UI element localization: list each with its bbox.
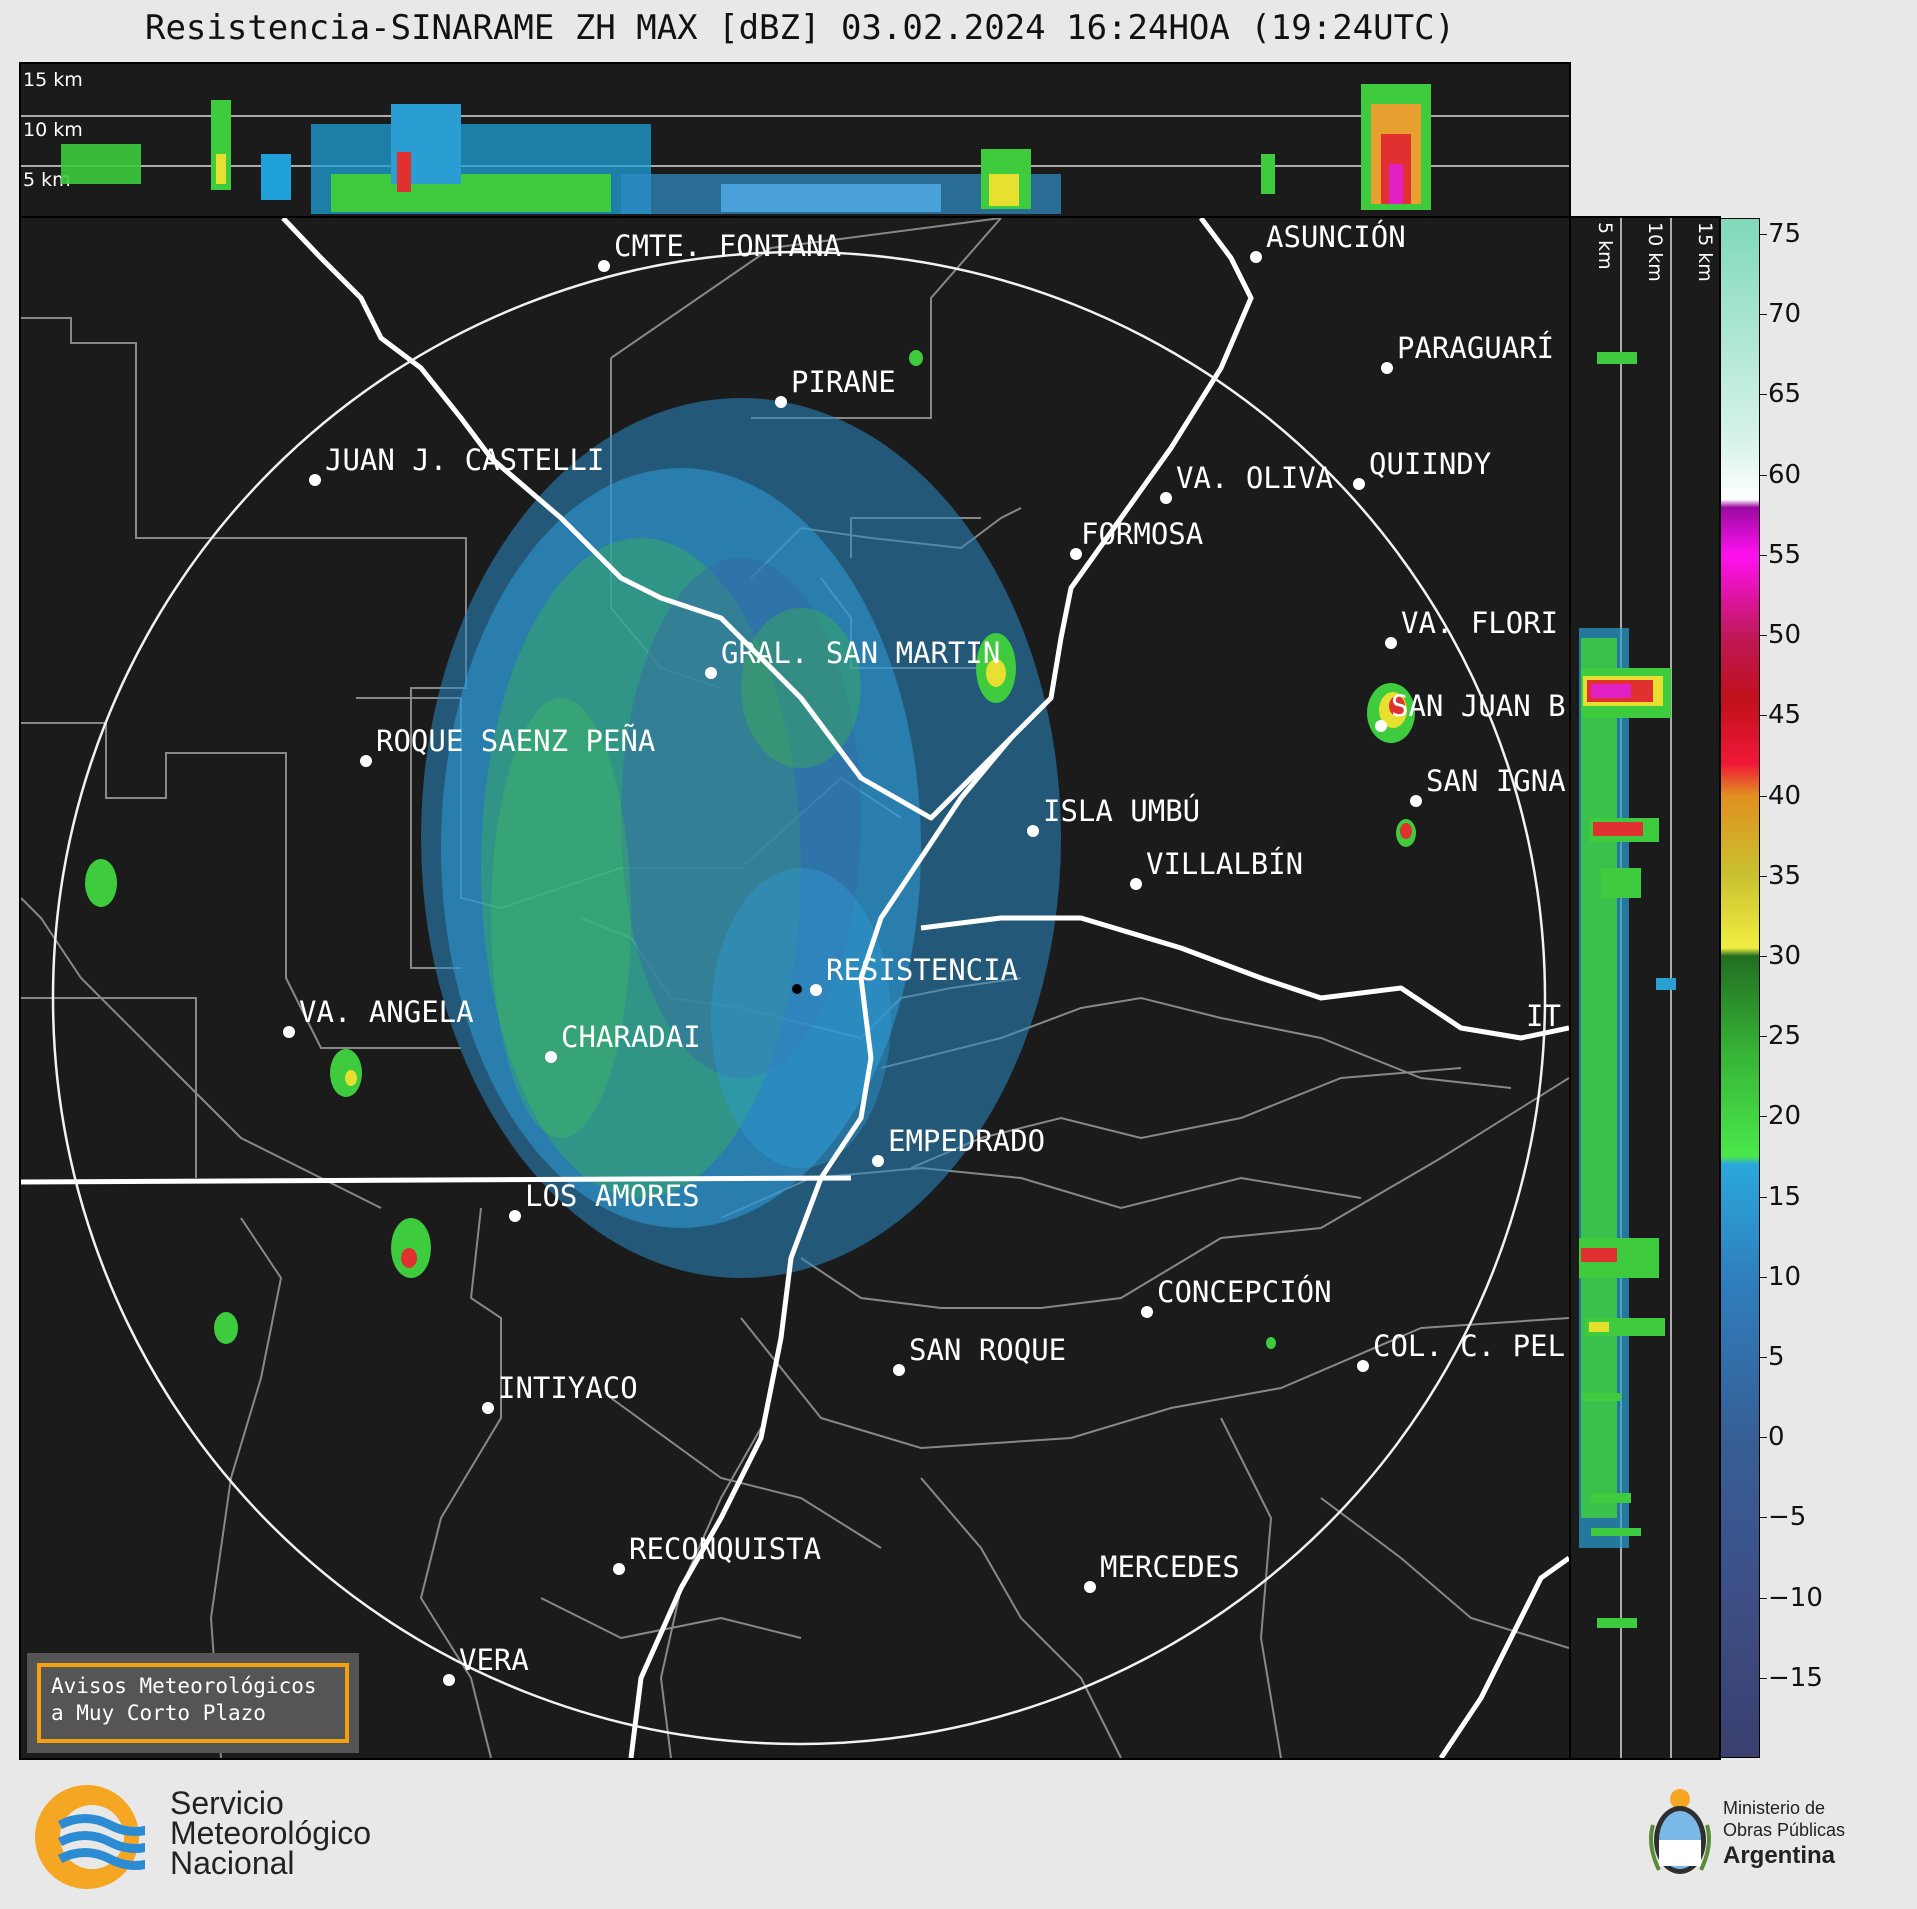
colorbar-tick-label: 60 <box>1768 459 1802 490</box>
city-label-isla-umbu: ISLA UMBÚ <box>1043 794 1200 828</box>
city-label-col-c-pel: COL. C. PEL <box>1373 1329 1565 1363</box>
radar-site-marker <box>792 984 802 994</box>
radar-echoes <box>85 350 1416 1349</box>
city-label-gral-san-martin: GRAL. SAN MARTIN <box>721 636 1000 670</box>
city-label-san-juan-b: SAN JUAN B <box>1391 689 1566 723</box>
argentina-shield-icon <box>1649 1789 1711 1874</box>
warning-box[interactable]: Avisos Meteorológicos a Muy Corto Plazo <box>27 1653 359 1753</box>
city-label-san-roque: SAN ROQUE <box>909 1333 1066 1367</box>
top-height-profile: 15 km 10 km 5 km <box>19 62 1571 218</box>
dbz-colorbar <box>1720 218 1760 1758</box>
colorbar-tick-label: 30 <box>1768 940 1802 971</box>
city-label-formosa: FORMOSA <box>1081 517 1203 551</box>
city-label-va-oliva: VA. OLIVA <box>1176 461 1333 495</box>
city-label-mercedes: MERCEDES <box>1100 1550 1240 1584</box>
colorbar-tick-mark <box>1760 314 1767 316</box>
colorbar-tick-mark <box>1760 1677 1767 1679</box>
colorbar-tick-mark <box>1760 1036 1767 1038</box>
top-profile-echoes <box>61 84 1431 214</box>
side-alt-label-10km: 10 km <box>1644 222 1666 282</box>
colorbar-tick-label: 10 <box>1768 1261 1802 1292</box>
city-label-villalbin: VILLALBÍN <box>1146 847 1303 881</box>
colorbar-tick-mark <box>1760 234 1767 236</box>
city-label-charadai: CHARADAI <box>561 1020 701 1054</box>
colorbar-tick-label: 25 <box>1768 1021 1802 1052</box>
smn-line-1: Servicio <box>170 1785 284 1821</box>
colorbar-tick-mark <box>1760 715 1767 717</box>
colorbar-tick-label: 5 <box>1768 1341 1785 1372</box>
colorbar-tick-mark <box>1760 1356 1767 1358</box>
city-markers <box>283 251 1422 1686</box>
smn-line-3: Nacional <box>170 1845 295 1881</box>
city-label-pirane: PIRANE <box>791 365 896 399</box>
city-label-roque-saenz-pena: ROQUE SAENZ PEÑA <box>376 724 655 758</box>
colorbar-tick-label: 50 <box>1768 620 1802 651</box>
colorbar-tick-mark <box>1760 1276 1767 1278</box>
colorbar-tick-mark <box>1760 635 1767 637</box>
ministry-name: Ministerio de Obras Públicas Argentina <box>1723 1797 1845 1871</box>
colorbar-tick-label: 20 <box>1768 1101 1802 1132</box>
warning-line-2: a Muy Corto Plazo <box>51 1701 266 1725</box>
colorbar-tick-label: 75 <box>1768 219 1802 250</box>
city-label-intiyaco: INTIYACO <box>498 1371 638 1405</box>
colorbar-tick-mark <box>1760 1116 1767 1118</box>
city-labels: CMTE. FONTANA ASUNCIÓN PARAGUARÍ PIRANE … <box>299 220 1566 1677</box>
city-label-cmte-fontana: CMTE. FONTANA <box>614 229 841 263</box>
colorbar-tick-label: 15 <box>1768 1181 1802 1212</box>
colorbar-tick-label: −5 <box>1768 1502 1807 1533</box>
colorbar-tick-mark <box>1760 554 1767 556</box>
alt-label-10km: 10 km <box>23 119 83 141</box>
colorbar-tick-label: −10 <box>1768 1582 1823 1613</box>
side-height-profile: 5 km 10 km 15 km <box>1569 216 1721 1760</box>
city-label-va-angela: VA. ANGELA <box>299 995 474 1029</box>
warning-line-1: Avisos Meteorológicos <box>51 1674 317 1698</box>
colorbar-tick-mark <box>1760 955 1767 957</box>
city-label-quiindy: QUIINDY <box>1369 447 1491 481</box>
alt-label-5km: 5 km <box>23 169 71 191</box>
city-label-asuncion: ASUNCIÓN <box>1266 220 1406 254</box>
province-border-line <box>20 1175 852 1185</box>
city-label-va-florida: VA. FLORI <box>1401 606 1558 640</box>
city-label-san-ignacio: SAN IGNA <box>1426 764 1566 798</box>
alt-label-15km: 15 km <box>23 69 83 91</box>
colorbar-tick-mark <box>1760 1196 1767 1198</box>
range-ring <box>51 250 1547 1746</box>
side-alt-label-15km: 15 km <box>1694 222 1716 282</box>
city-label-empedrado: EMPEDRADO <box>888 1124 1045 1158</box>
city-label-concepcion: CONCEPCIÓN <box>1157 1275 1332 1309</box>
colorbar-tick-mark <box>1760 1517 1767 1519</box>
smn-name: Servicio Meteorológico Nacional <box>170 1785 371 1881</box>
ministry-line-1: Ministerio de <box>1723 1798 1826 1818</box>
city-label-paraguari: PARAGUARÍ <box>1397 331 1554 365</box>
side-alt-label-5km: 5 km <box>1594 222 1616 270</box>
colorbar-tick-label: 65 <box>1768 379 1802 410</box>
colorbar-tick-label: 0 <box>1768 1422 1785 1453</box>
smn-line-2: Meteorológico <box>170 1815 371 1851</box>
city-label-resistencia: RESISTENCIA <box>826 953 1018 987</box>
ministry-line-3: Argentina <box>1723 1842 1836 1869</box>
colorbar-tick-mark <box>1760 795 1767 797</box>
colorbar-tick-label: −15 <box>1768 1662 1823 1693</box>
map-title: Resistencia-SINARAME ZH MAX [dBZ] 03.02.… <box>144 8 1456 48</box>
city-label-vera: VERA <box>459 1643 529 1677</box>
ministry-line-2: Obras Públicas <box>1723 1820 1846 1840</box>
colorbar-tick-mark <box>1760 1437 1767 1439</box>
colorbar-tick-mark <box>1760 394 1767 396</box>
colorbar-tick-label: 35 <box>1768 860 1802 891</box>
colorbar-tick-label: 40 <box>1768 780 1802 811</box>
colorbar-tick-label: 70 <box>1768 299 1802 330</box>
smn-logo-icon <box>35 1785 145 1889</box>
city-label-los-amores: LOS AMORES <box>525 1179 700 1213</box>
colorbar-tick-mark <box>1760 875 1767 877</box>
city-label-ita: IT <box>1526 999 1561 1033</box>
colorbar-tick-label: 45 <box>1768 700 1802 731</box>
city-label-juan-castelli: JUAN J. CASTELLI <box>325 443 604 477</box>
colorbar-tick-mark <box>1760 1597 1767 1599</box>
radar-map: CMTE. FONTANA ASUNCIÓN PARAGUARÍ PIRANE … <box>19 216 1571 1760</box>
colorbar-tick-label: 55 <box>1768 539 1802 570</box>
side-profile-echoes <box>1579 352 1676 1628</box>
colorbar-tick-mark <box>1760 474 1767 476</box>
city-label-reconquista: RECONQUISTA <box>629 1532 821 1566</box>
